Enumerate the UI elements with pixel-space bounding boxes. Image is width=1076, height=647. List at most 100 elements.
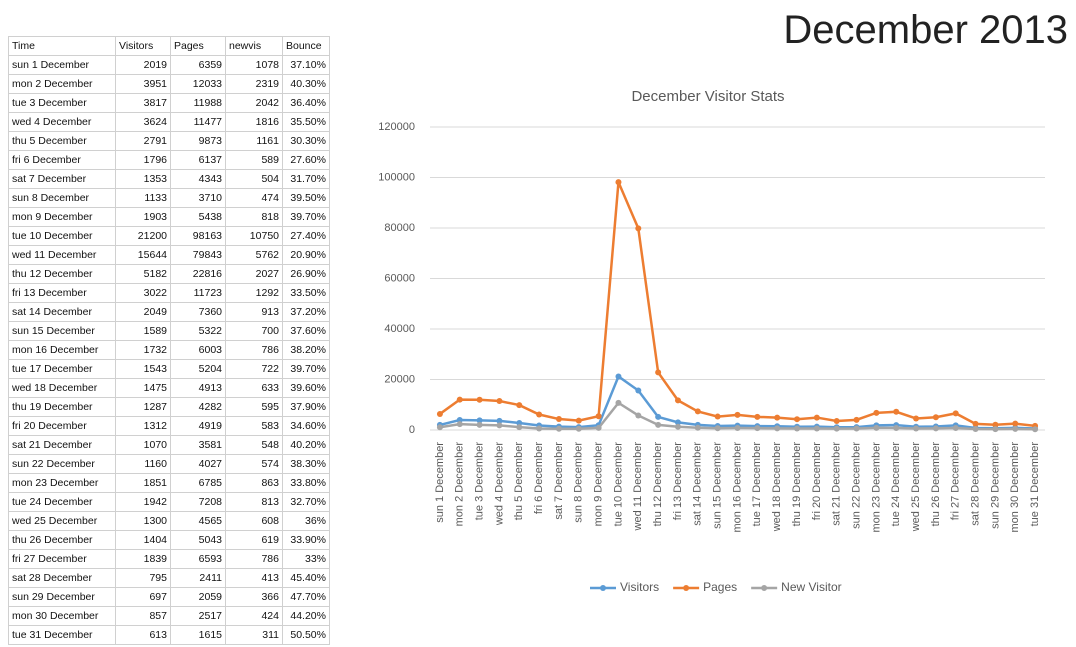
- table-row: sun 15 December 1589 5322 700 37.60%: [8, 321, 330, 341]
- legend-label: New Visitor: [781, 580, 841, 594]
- point: [655, 413, 662, 420]
- point: [635, 387, 642, 394]
- table-cell: 504: [225, 169, 283, 189]
- point: [1012, 425, 1019, 432]
- point: [674, 419, 681, 426]
- y-tick-label: 20000: [384, 373, 415, 385]
- table-cell: 4027: [170, 454, 226, 474]
- point: [992, 426, 999, 433]
- table-cell: 574: [225, 454, 283, 474]
- point: [635, 225, 642, 232]
- point: [575, 425, 582, 432]
- table-row: tue 24 December 1942 7208 813 32.70%: [8, 492, 330, 512]
- table-cell: 1353: [115, 169, 171, 189]
- x-tick-label: tue 24 December: [890, 442, 902, 527]
- table-cell: 38.20%: [282, 340, 330, 360]
- point: [952, 425, 959, 432]
- x-tick-label: tue 3 December: [474, 442, 486, 521]
- x-tick-label: wed 18 December: [771, 442, 783, 533]
- series-line: [439, 181, 1036, 428]
- table-row: sat 7 December 1353 4343 504 31.70%: [8, 169, 330, 189]
- table-cell: thu 26 December: [8, 530, 116, 550]
- chart-title: December Visitor Stats: [631, 88, 784, 105]
- point: [476, 421, 483, 428]
- point: [496, 417, 503, 424]
- table-cell: fri 27 December: [8, 549, 116, 569]
- table-cell: 2791: [115, 131, 171, 151]
- table-cell: 44.20%: [282, 606, 330, 626]
- point: [853, 425, 860, 432]
- y-tick-label: 120000: [378, 121, 415, 133]
- point: [932, 414, 939, 421]
- x-tick-label: thu 26 December: [930, 442, 942, 527]
- point: [674, 423, 681, 430]
- table-cell: 40.30%: [282, 74, 330, 94]
- table-cell: 40.20%: [282, 435, 330, 455]
- x-tick-label: sun 1 December: [434, 442, 446, 523]
- point: [496, 398, 503, 405]
- y-tick-label: 40000: [384, 323, 415, 335]
- point: [476, 396, 483, 403]
- table-cell: mon 16 December: [8, 340, 116, 360]
- point: [516, 419, 523, 426]
- point: [555, 416, 562, 423]
- point: [992, 421, 999, 428]
- table-cell: 6003: [170, 340, 226, 360]
- table-cell: 589: [225, 150, 283, 170]
- point: [813, 425, 820, 432]
- point: [873, 409, 880, 416]
- point: [436, 424, 443, 431]
- x-tick-label: sat 14 December: [692, 442, 704, 526]
- point: [734, 425, 741, 432]
- table-row: thu 26 December 1404 5043 619 33.90%: [8, 530, 330, 550]
- point: [575, 417, 582, 424]
- table-cell: mon 30 December: [8, 606, 116, 626]
- table-row: thu 5 December 2791 9873 1161 30.30%: [8, 131, 330, 151]
- table-cell: 2517: [170, 606, 226, 626]
- table-cell: sun 22 December: [8, 454, 116, 474]
- table-cell: 583: [225, 416, 283, 436]
- point: [516, 402, 523, 409]
- point: [655, 369, 662, 376]
- point: [774, 414, 781, 421]
- table-cell: sat 7 December: [8, 169, 116, 189]
- table-row: thu 19 December 1287 4282 595 37.90%: [8, 397, 330, 417]
- point: [456, 421, 463, 428]
- table-cell: 50.50%: [282, 625, 330, 645]
- point: [615, 179, 622, 186]
- heading: December 2013: [783, 8, 1068, 52]
- x-tick-label: mon 16 December: [731, 442, 743, 533]
- table-cell: 6593: [170, 549, 226, 569]
- point: [615, 399, 622, 406]
- x-tick-label: sun 29 December: [989, 442, 1001, 529]
- table-row: tue 17 December 1543 5204 722 39.70%: [8, 359, 330, 379]
- point: [536, 411, 543, 418]
- table-cell: 32.70%: [282, 492, 330, 512]
- table-row: fri 20 December 1312 4919 583 34.60%: [8, 416, 330, 436]
- legend-marker: [683, 585, 690, 591]
- table-row: sat 21 December 1070 3581 548 40.20%: [8, 435, 330, 455]
- table-row: mon 30 December 857 2517 424 44.20%: [8, 606, 330, 626]
- table-row: sat 28 December 795 2411 413 45.40%: [8, 568, 330, 588]
- point: [754, 425, 761, 432]
- table-cell: tue 31 December: [8, 625, 116, 645]
- table-cell: 5762: [225, 245, 283, 265]
- table-cell: 30.30%: [282, 131, 330, 151]
- x-tick-label: fri 13 December: [672, 442, 684, 521]
- table-cell: 913: [225, 302, 283, 322]
- y-tick-label: 60000: [384, 272, 415, 284]
- table-row: tue 31 December 613 1615 311 50.50%: [8, 625, 330, 645]
- point: [833, 425, 840, 432]
- x-tick-label: wed 4 December: [493, 442, 505, 526]
- point: [913, 425, 920, 432]
- point: [456, 417, 463, 424]
- legend-marker: [761, 585, 768, 591]
- point: [536, 425, 543, 432]
- point: [734, 411, 741, 418]
- x-tick-label: fri 27 December: [950, 442, 962, 521]
- x-tick-label: tue 17 December: [751, 442, 763, 527]
- point: [615, 373, 622, 380]
- x-tick-label: tue 31 December: [1029, 442, 1041, 527]
- point: [694, 424, 701, 431]
- table-row: mon 9 December 1903 5438 818 39.70%: [8, 207, 330, 227]
